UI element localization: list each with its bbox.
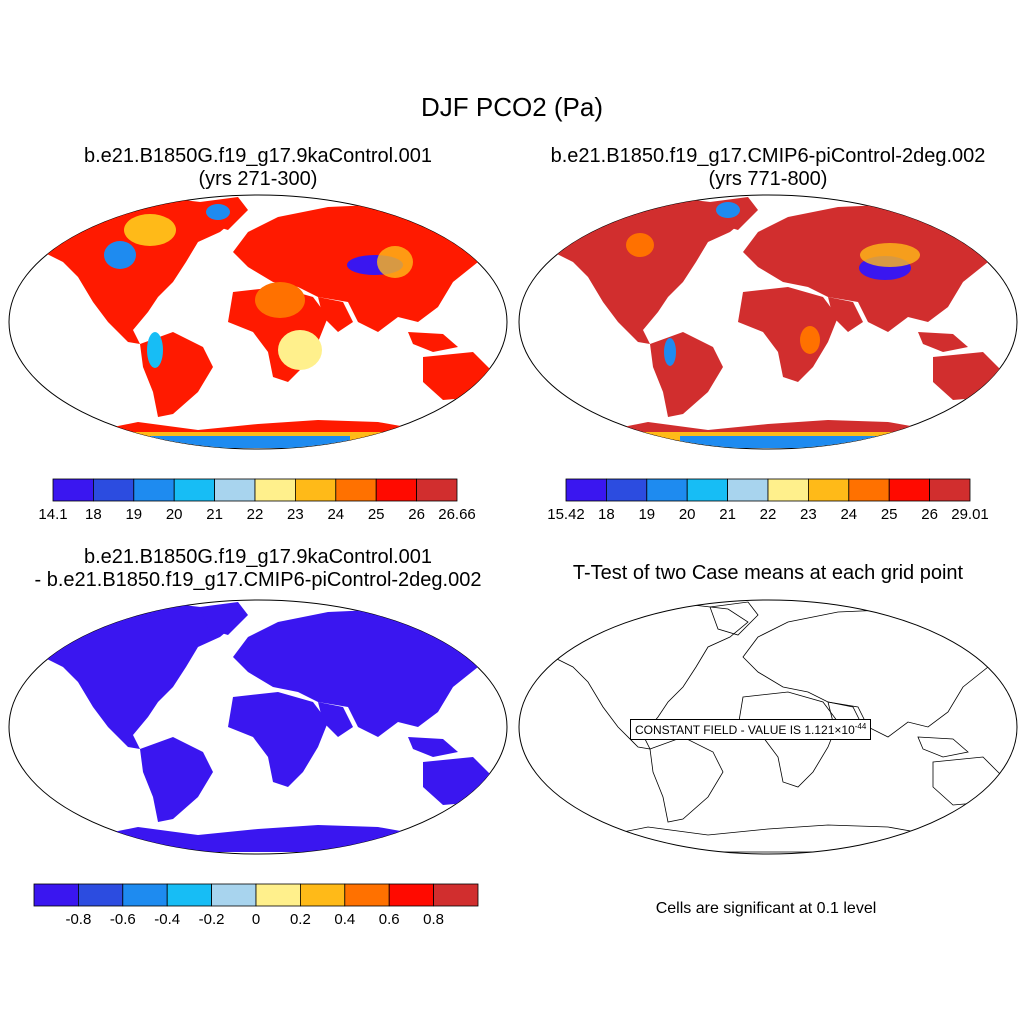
- colorbar-box: [416, 478, 458, 502]
- colorbar-box: [294, 478, 337, 502]
- panel-case2-title: b.e21.B1850.f19_g17.CMIP6-piControl-2deg…: [551, 145, 986, 191]
- colorbar-diff: [33, 883, 479, 907]
- constant-field-text: CONSTANT FIELD - VALUE IS 1.121: [635, 723, 835, 737]
- colorbar-box: [565, 478, 607, 502]
- panel-diff-title: b.e21.B1850G.f19_g17.9kaControl.001 - b.…: [35, 546, 482, 592]
- colorbar-tick-label: 24: [327, 506, 345, 523]
- panel-ttest-title: T-Test of two Case means at each grid po…: [572, 562, 964, 584]
- colorbar-box: [33, 883, 79, 907]
- colorbar-box: [767, 478, 809, 502]
- colorbar-box: [299, 883, 346, 907]
- colorbar-box: [214, 478, 256, 502]
- colorbar-tick-label: -0.8: [65, 911, 92, 928]
- colorbar-tick-label: 25: [880, 506, 898, 523]
- colorbar-tick-label: -0.4: [154, 911, 181, 928]
- colorbar-tick-label: 26: [921, 506, 938, 523]
- panel-case1-title-line2: (yrs 271-300): [198, 168, 318, 190]
- panel-case2-title-line1: b.e21.B1850.f19_g17.CMIP6-piControl-2deg…: [550, 145, 986, 167]
- significance-note: Cells are significant at 0.1 level: [655, 900, 877, 917]
- map-case1: [8, 194, 508, 450]
- colorbar-box: [255, 883, 301, 907]
- colorbar-box: [375, 478, 418, 502]
- colorbar-tick-label: 15.42: [547, 506, 585, 523]
- colorbar-tick-label: 0: [251, 911, 261, 928]
- panel-diff-title-line1: b.e21.B1850G.f19_g17.9kaControl.001: [83, 546, 433, 568]
- colorbar-box: [166, 883, 212, 907]
- colorbar-tick-label: 21: [206, 506, 223, 523]
- colorbar-box: [211, 883, 257, 907]
- colorbar-box: [388, 883, 435, 907]
- colorbar-case1: [52, 478, 458, 502]
- colorbar-box: [52, 478, 94, 502]
- colorbar-tick-label: 22: [246, 506, 264, 523]
- colorbar-box: [344, 883, 390, 907]
- colorbar-tick-label: 19: [125, 506, 143, 523]
- colorbar-tick-label: 22: [759, 506, 777, 523]
- colorbar-case2: [565, 478, 971, 502]
- constant-field-box: CONSTANT FIELD - VALUE IS 1.121×10-44: [630, 719, 872, 740]
- colorbar-tick-label: 14.1: [38, 506, 68, 523]
- panel-case1-title: b.e21.B1850G.f19_g17.9kaControl.001 (yrs…: [84, 145, 432, 191]
- colorbar-tick-label: 0.8: [423, 911, 445, 928]
- colorbar-box: [686, 478, 729, 502]
- colorbar-tick-label: 20: [165, 506, 183, 523]
- map-diff: [8, 599, 508, 855]
- colorbar-tick-label: 23: [800, 506, 817, 523]
- colorbar-box: [335, 478, 377, 502]
- colorbar-tick-label: 24: [840, 506, 858, 523]
- colorbar-tick-label: 26: [408, 506, 425, 523]
- colorbar-tick-label: 0.2: [289, 911, 311, 928]
- figure-title: DJF PCO2 (Pa): [420, 92, 604, 122]
- colorbar-tick-label: 18: [85, 506, 102, 523]
- colorbar-tick-label: 0.4: [334, 911, 356, 928]
- colorbar-box: [888, 478, 931, 502]
- colorbar-box: [929, 478, 971, 502]
- panel-diff-title-line2: - b.e21.B1850.f19_g17.CMIP6-piControl-2d…: [34, 569, 482, 591]
- panel-case2-title-line2: (yrs 771-800): [708, 168, 828, 190]
- colorbar-tick-label: 20: [678, 506, 696, 523]
- colorbar-box: [173, 478, 215, 502]
- colorbar-box: [78, 883, 124, 907]
- map-case2: [518, 194, 1018, 450]
- colorbar-box: [727, 478, 769, 502]
- colorbar-tick-label: 29.01: [951, 506, 989, 523]
- colorbar-tick-label: 23: [287, 506, 304, 523]
- colorbar-tick-label: 0.6: [378, 911, 400, 928]
- colorbar-box: [133, 478, 175, 502]
- colorbar-tick-label: 18: [598, 506, 615, 523]
- colorbar-box: [93, 478, 135, 502]
- colorbar-tick-label: 19: [638, 506, 656, 523]
- colorbar-tick-label: -0.6: [109, 911, 136, 928]
- colorbar-box: [646, 478, 688, 502]
- panel-case1-title-line1: b.e21.B1850G.f19_g17.9kaControl.001: [83, 145, 433, 167]
- colorbar-tick-label: 21: [719, 506, 736, 523]
- colorbar-box: [848, 478, 890, 502]
- constant-field-exponent: -44: [854, 722, 867, 731]
- colorbar-box: [122, 883, 168, 907]
- colorbar-box: [808, 478, 850, 502]
- colorbar-tick-label: 25: [367, 506, 385, 523]
- colorbar-box: [433, 883, 479, 907]
- colorbar-box: [606, 478, 648, 502]
- colorbar-box: [254, 478, 296, 502]
- colorbar-tick-label: -0.2: [198, 911, 225, 928]
- colorbar-tick-label: 26.66: [438, 506, 476, 523]
